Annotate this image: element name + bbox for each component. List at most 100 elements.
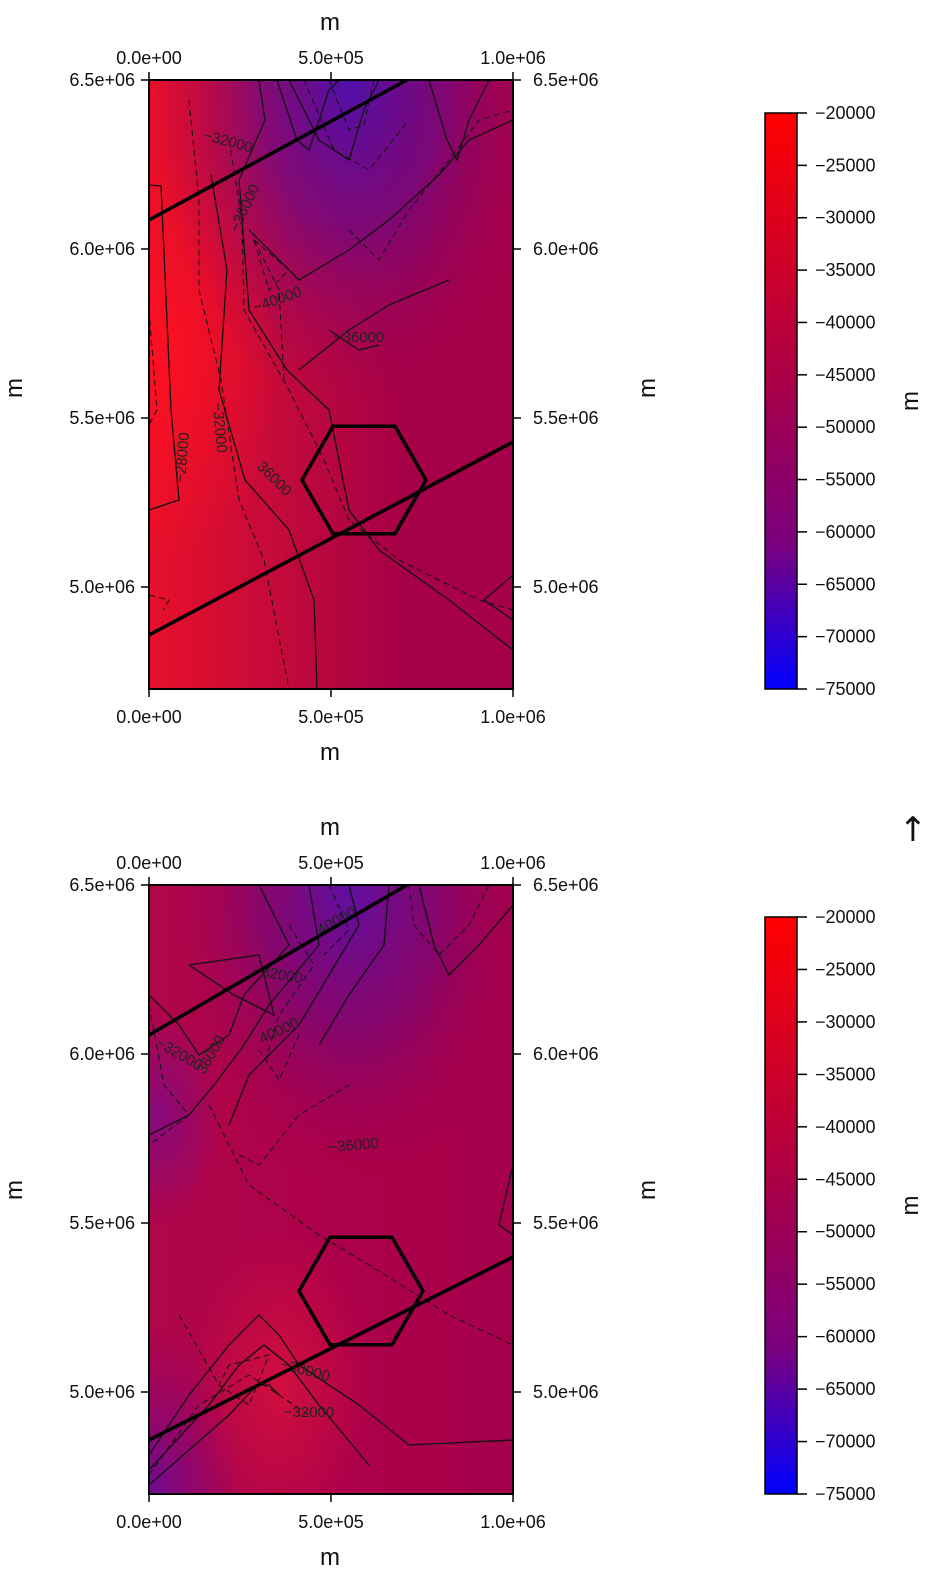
left-tick-label: 6.5e+06 xyxy=(69,875,135,895)
left-axis-title: m xyxy=(1,378,28,398)
contour-dashed xyxy=(178,1314,270,1406)
colorbar-tick-label: −60000 xyxy=(815,522,876,542)
overlay-line xyxy=(149,885,408,1037)
arrow-hat-icon: ↑ xyxy=(898,810,928,850)
contour-lines xyxy=(149,80,513,689)
bottom-tick-label: 1.0e+06 xyxy=(480,707,546,727)
contour-solid xyxy=(498,1164,513,1236)
contour-label: −28000 xyxy=(172,432,193,484)
colorbar-title: m xyxy=(897,1196,924,1216)
contour-dashed xyxy=(208,1104,513,1346)
left-tick-label: 5.0e+06 xyxy=(69,1382,135,1402)
top-tick-label: 0.0e+00 xyxy=(116,48,182,68)
right-tick-label: 6.0e+06 xyxy=(533,1044,599,1064)
field-layer xyxy=(149,80,513,689)
left-tick-label: 5.5e+06 xyxy=(69,408,135,428)
colorbar-tick-label: −30000 xyxy=(815,1012,876,1032)
right-tick-label: 6.0e+06 xyxy=(533,239,599,259)
colorbar-tick-label: −40000 xyxy=(815,1117,876,1137)
colorbar-tick-label: −45000 xyxy=(815,1169,876,1189)
contour-solid xyxy=(328,329,380,351)
right-axis-title: m xyxy=(634,378,661,398)
contour-dashed xyxy=(149,594,170,611)
colorbar-tick-label: −50000 xyxy=(815,1222,876,1242)
colorbar-tick-label: −45000 xyxy=(815,365,876,385)
left-axis-title: m xyxy=(1,1180,28,1200)
colorbar-tick-label: −65000 xyxy=(815,574,876,594)
right-tick-label: 6.5e+06 xyxy=(533,875,599,895)
colorbar-tick-label: −55000 xyxy=(815,470,876,490)
hexagon-outline xyxy=(299,424,429,536)
bottom-contour-map: 40000−32000−320003600040000−36000−30000−… xyxy=(1,814,924,1571)
colorbar-tick-label: −70000 xyxy=(815,627,876,647)
top-tick-label: 0.0e+00 xyxy=(116,853,182,873)
contour-solid xyxy=(210,174,318,689)
contour-label: −32000 xyxy=(284,1404,334,1421)
color-field xyxy=(149,80,513,689)
overlay-line xyxy=(149,440,513,637)
contour-solid xyxy=(238,80,513,651)
contour-solid xyxy=(298,279,450,371)
hexagon-outline xyxy=(296,1235,426,1347)
top-tick-label: 1.0e+06 xyxy=(480,853,546,873)
contour-dashed xyxy=(149,1004,190,1146)
overlay-line xyxy=(149,80,408,222)
colorbar-tick-label: −60000 xyxy=(815,1327,876,1347)
colorbar-title: m xyxy=(897,391,924,411)
bottom-axis-title: m xyxy=(320,739,340,766)
contour-dashed xyxy=(253,239,290,291)
right-tick-label: 5.0e+06 xyxy=(533,1382,599,1402)
contour-dashed xyxy=(228,139,513,611)
bottom-tick-label: 0.0e+00 xyxy=(116,707,182,727)
contour-solid xyxy=(149,1344,370,1471)
colorbar-tick-label: −30000 xyxy=(815,208,876,228)
colorbar-tick-label: −40000 xyxy=(815,312,876,332)
contour-solid xyxy=(149,1314,513,1456)
bottom-tick-label: 5.0e+05 xyxy=(298,1512,364,1532)
contour-dashed xyxy=(253,239,285,381)
top-axis-title: m xyxy=(320,814,340,841)
bottom-tick-label: 1.0e+06 xyxy=(480,1512,546,1532)
contour-solid xyxy=(276,80,340,152)
contour-dashed xyxy=(348,109,513,261)
bottom-axis-title: m xyxy=(320,1544,340,1571)
top-tick-label: 1.0e+06 xyxy=(480,48,546,68)
top-axis-title: m xyxy=(320,9,340,36)
colorbar-tick-label: −20000 xyxy=(815,907,876,927)
contour-solid xyxy=(149,885,290,1056)
contour-solid xyxy=(149,184,180,511)
contour-label: −36000 xyxy=(334,329,384,346)
contour-dashed xyxy=(323,885,350,956)
right-tick-label: 5.5e+06 xyxy=(533,408,599,428)
right-axis-title: m xyxy=(634,1180,661,1200)
left-tick-label: 5.5e+06 xyxy=(69,1213,135,1233)
left-tick-label: 6.0e+06 xyxy=(69,1044,135,1064)
bottom-tick-label: 5.0e+05 xyxy=(298,707,364,727)
field-layer xyxy=(149,885,513,1494)
contour-solid xyxy=(248,119,513,281)
colorbar-tick-label: −20000 xyxy=(815,103,876,123)
left-tick-label: 6.5e+06 xyxy=(69,70,135,90)
colorbar xyxy=(764,916,798,1495)
colorbar-tick-label: −75000 xyxy=(815,1484,876,1504)
right-tick-label: 5.5e+06 xyxy=(533,1213,599,1233)
right-tick-label: 6.5e+06 xyxy=(533,70,599,90)
overlay-lines xyxy=(149,885,513,1442)
colorbar-tick-label: −35000 xyxy=(815,260,876,280)
colorbar-tick-label: −55000 xyxy=(815,1274,876,1294)
color-field xyxy=(149,885,513,1494)
contour-label: −36000 xyxy=(328,1135,380,1156)
contour-solid xyxy=(482,574,513,621)
right-tick-label: 5.0e+06 xyxy=(533,577,599,597)
contour-solid xyxy=(428,80,490,162)
colorbar-tick-label: −25000 xyxy=(815,959,876,979)
colorbar-tick-label: −35000 xyxy=(815,1064,876,1084)
colorbar xyxy=(764,112,798,690)
contour-label: −32000 xyxy=(209,402,230,454)
contour-solid xyxy=(228,885,360,1126)
colorbar-tick-label: −50000 xyxy=(815,417,876,437)
top-tick-label: 5.0e+05 xyxy=(298,48,364,68)
contour-dashed xyxy=(149,1374,310,1476)
left-tick-label: 5.0e+06 xyxy=(69,577,135,597)
